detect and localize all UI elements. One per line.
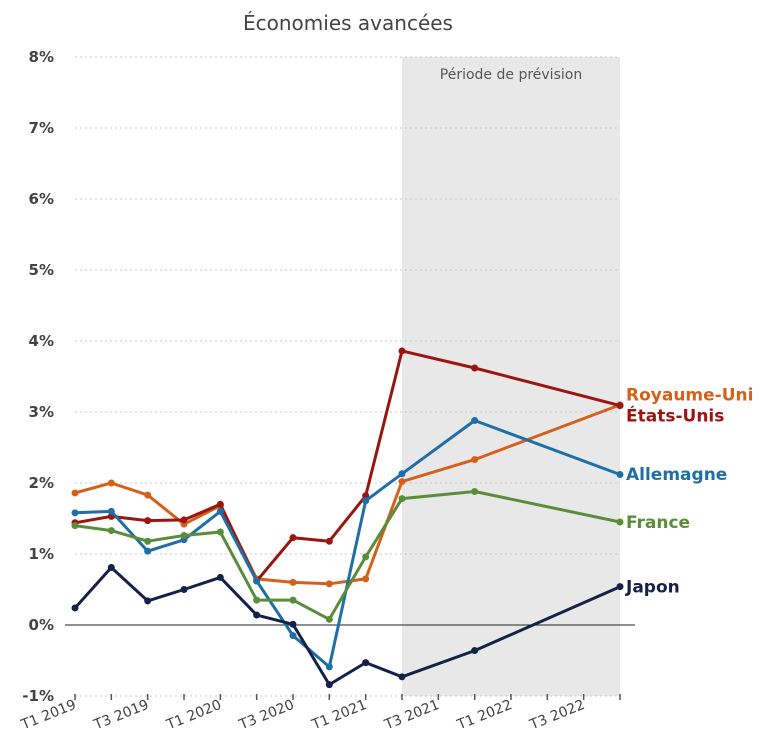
data-point: [362, 659, 370, 667]
data-point: [616, 583, 624, 591]
y-tick-label: 7%: [29, 119, 54, 137]
series-label: France: [626, 513, 690, 533]
data-point: [471, 456, 479, 464]
data-point: [216, 528, 224, 536]
data-point: [71, 604, 79, 612]
data-point: [289, 620, 297, 628]
data-point: [289, 596, 297, 604]
data-point: [107, 479, 115, 487]
data-point: [289, 534, 297, 542]
data-point: [107, 507, 115, 515]
data-point: [471, 488, 479, 496]
data-point: [471, 417, 479, 425]
series-label: Japon: [625, 578, 680, 598]
forecast-band-label: Période de prévision: [440, 67, 582, 83]
data-point: [471, 364, 479, 372]
x-tick-label: T3 2022: [527, 697, 587, 734]
data-point: [362, 492, 370, 500]
y-tick-label: 8%: [29, 48, 54, 66]
y-tick-label: 4%: [29, 332, 54, 350]
data-point: [398, 673, 406, 681]
data-point: [362, 575, 370, 583]
y-tick-label: 5%: [29, 261, 54, 279]
data-point: [398, 470, 406, 478]
chart-title: Économies avancées: [243, 11, 453, 35]
y-tick-label: -1%: [22, 687, 54, 705]
data-point: [616, 518, 624, 526]
x-tick-label: T3 2021: [382, 697, 442, 734]
data-point: [144, 517, 152, 525]
data-point: [216, 573, 224, 581]
y-tick-label: 3%: [29, 403, 54, 421]
data-point: [180, 586, 188, 593]
series-line: [73, 403, 622, 586]
x-tick-label: T1 2020: [164, 697, 224, 734]
data-point: [71, 489, 79, 497]
data-point: [253, 611, 261, 619]
data-point: [616, 470, 624, 478]
data-point: [362, 497, 370, 505]
y-tick-label: 1%: [29, 545, 54, 563]
data-point: [71, 522, 79, 530]
series-line: [73, 349, 622, 583]
data-point: [144, 537, 152, 545]
data-point: [107, 563, 115, 571]
data-point: [325, 580, 333, 588]
data-point: [325, 537, 333, 545]
data-point: [71, 509, 79, 517]
y-tick-label: 6%: [29, 190, 54, 208]
x-tick-label: T1 2021: [309, 697, 369, 734]
data-point: [144, 491, 152, 499]
data-point: [289, 632, 297, 640]
data-point: [398, 478, 406, 486]
series-line: [73, 566, 622, 687]
data-point: [107, 527, 115, 535]
data-point: [362, 553, 370, 561]
data-point: [144, 547, 152, 555]
data-point: [325, 615, 333, 623]
data-point: [398, 495, 406, 503]
data-point: [289, 578, 297, 586]
series-line: [73, 490, 622, 621]
x-tick-label: T3 2019: [91, 697, 151, 734]
data-point: [253, 577, 261, 585]
data-point: [325, 663, 333, 671]
data-point: [253, 596, 261, 604]
data-point: [471, 647, 479, 655]
x-tick-label: T3 2020: [236, 697, 296, 734]
series-label: Allemagne: [626, 465, 727, 485]
data-point: [398, 347, 406, 355]
data-point: [144, 597, 152, 605]
data-point: [325, 681, 333, 689]
x-tick-label: T1 2022: [454, 697, 514, 734]
data-point: [616, 402, 624, 410]
series-label: Royaume-Uni: [626, 385, 753, 405]
data-point: [216, 500, 224, 508]
series-label: États-Unis: [626, 405, 724, 427]
data-point: [180, 532, 188, 540]
data-point: [180, 516, 188, 524]
y-tick-label: 0%: [29, 616, 54, 634]
data-point: [216, 507, 224, 515]
y-tick-label: 2%: [29, 474, 54, 492]
series-line: [73, 419, 622, 669]
